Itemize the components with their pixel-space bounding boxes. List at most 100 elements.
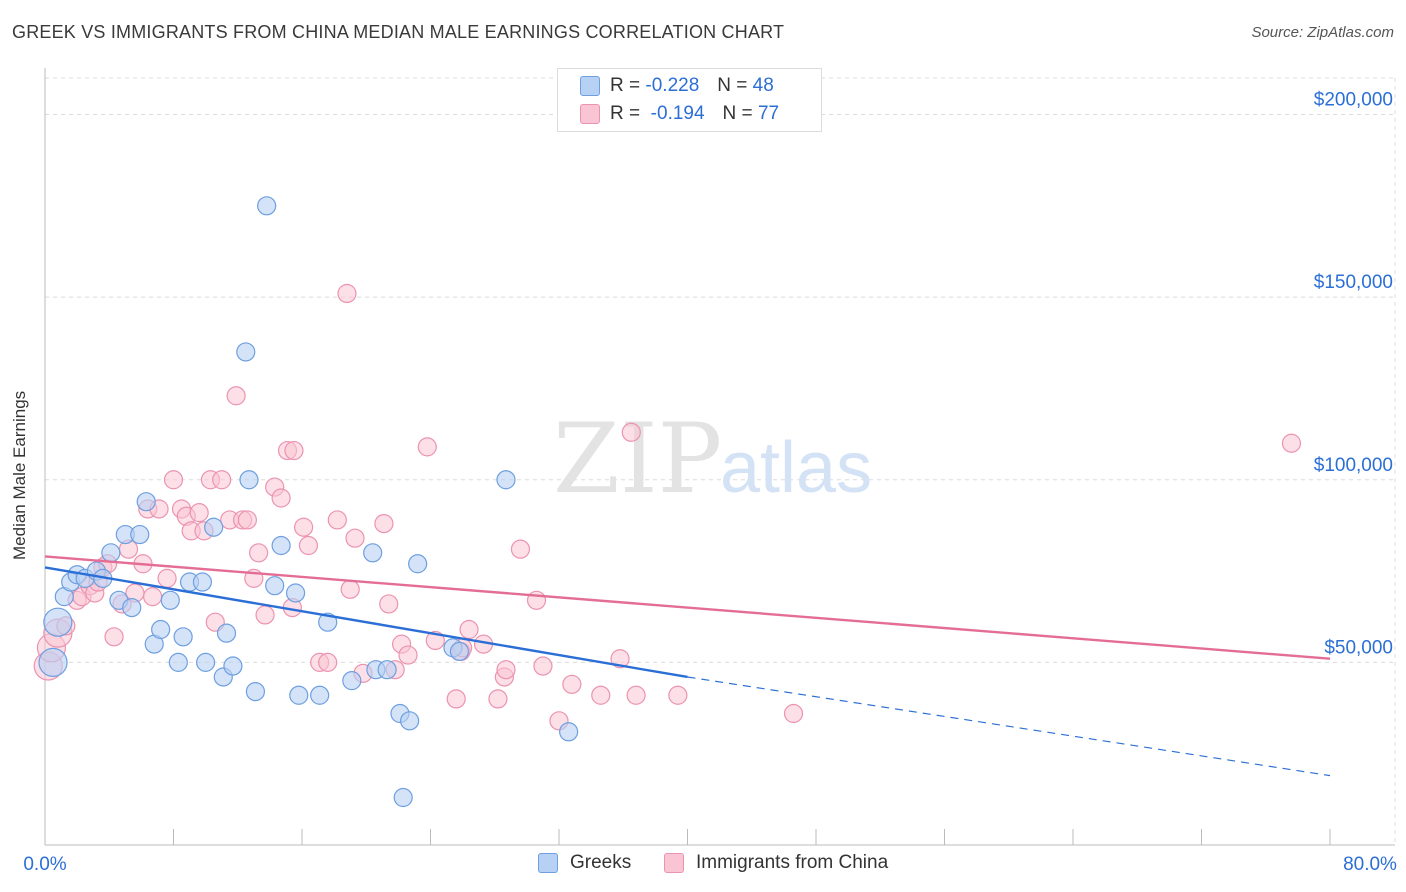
china-point	[337, 283, 357, 304]
greeks-trend-extension	[687, 676, 1331, 777]
china-point	[255, 605, 275, 625]
trend-lines	[44, 555, 1331, 777]
greeks-point	[151, 619, 171, 640]
greeks-point	[559, 722, 579, 742]
china-swatch-icon	[580, 104, 600, 124]
china-point	[163, 470, 184, 490]
legend-n-value: 77	[757, 103, 780, 124]
greeks-points	[38, 196, 579, 808]
legend-r-label: R =	[610, 103, 641, 124]
legend-r-value: -0.228	[645, 75, 700, 96]
greeks-point	[204, 517, 224, 537]
china-point	[249, 543, 269, 563]
greeks-point	[271, 535, 291, 556]
china-point	[318, 652, 338, 672]
china-point	[488, 689, 508, 709]
china-point	[417, 437, 437, 457]
china-point	[294, 517, 314, 537]
greeks-point	[136, 492, 156, 512]
china-point	[340, 579, 360, 599]
greeks-point	[289, 685, 309, 705]
greeks-point	[173, 627, 193, 647]
greeks-swatch-icon	[580, 76, 600, 96]
greeks-point	[168, 652, 188, 672]
china-point	[496, 660, 516, 680]
china-point	[143, 587, 163, 607]
greeks-point	[239, 470, 259, 490]
china-point	[157, 568, 177, 588]
china-point	[298, 535, 319, 556]
greeks-point	[192, 572, 213, 592]
y-tick-label: $100,000	[1314, 455, 1393, 476]
greeks-point	[408, 554, 428, 574]
x-tick-label-min: 0.0%	[23, 854, 66, 875]
y-tick-label: $50,000	[1324, 637, 1393, 658]
greeks-point	[342, 671, 362, 691]
watermark: ZIP atlas	[553, 403, 872, 515]
greeks-point	[310, 685, 330, 705]
china-point	[345, 528, 365, 548]
greeks-point	[196, 652, 216, 672]
series-legend: Greeks Immigrants from China	[0, 852, 1406, 878]
china-point	[626, 685, 646, 705]
greeks-point	[101, 543, 121, 563]
china-point	[398, 645, 418, 665]
china-point	[379, 594, 399, 614]
legend-greeks-label: Greeks	[570, 852, 632, 873]
china-point	[621, 422, 641, 442]
greeks-point	[216, 623, 237, 643]
correlation-legend: R = -0.228 N = 48 R = -0.194 N = 77	[557, 68, 822, 132]
legend-china-label: Immigrants from China	[696, 852, 889, 873]
x-tick-label-max: 80.0%	[1343, 854, 1397, 875]
greeks-trend-line	[44, 566, 688, 679]
greeks-point	[130, 524, 150, 545]
greeks-point	[160, 590, 180, 610]
legend-r-value: -0.194	[650, 103, 705, 124]
china-point	[591, 685, 611, 705]
source-credit: Source: ZipAtlas.com	[1251, 24, 1394, 41]
china-point	[610, 649, 630, 669]
china-point	[271, 488, 291, 508]
china-point	[668, 685, 688, 705]
chart-title: GREEK VS IMMIGRANTS FROM CHINA MEDIAN MA…	[12, 22, 785, 42]
greeks-point	[285, 583, 306, 603]
legend-item-china[interactable]: Immigrants from China	[664, 852, 888, 874]
greeks-point	[496, 470, 516, 490]
greeks-point	[122, 597, 142, 618]
china-point	[212, 470, 232, 490]
china-point	[284, 440, 304, 461]
legend-item-greeks[interactable]: Greeks	[538, 852, 631, 874]
china-point	[783, 703, 804, 724]
china-point	[226, 386, 246, 406]
legend-row-greeks: R = -0.228 N = 48	[580, 73, 774, 99]
greeks-swatch-icon	[538, 853, 558, 873]
china-point	[533, 656, 553, 676]
axes	[44, 68, 1395, 846]
china-swatch-icon	[664, 853, 684, 873]
legend-n-label: N =	[722, 103, 753, 124]
china-point	[237, 510, 257, 530]
legend-row-china: R = -0.194 N = 77	[580, 101, 779, 127]
china-point	[459, 619, 479, 640]
watermark-atlas: atlas	[720, 428, 872, 508]
greeks-point	[236, 342, 256, 362]
y-tick-label: $200,000	[1314, 90, 1393, 111]
china-point	[510, 539, 531, 559]
china-point	[1281, 433, 1302, 453]
china-point	[104, 627, 124, 647]
watermark-zip: ZIP	[553, 403, 722, 515]
greeks-point	[449, 641, 470, 662]
greeks-point	[393, 787, 413, 808]
legend-n-label: N =	[717, 75, 748, 96]
china-point	[562, 674, 582, 694]
greeks-point	[265, 576, 285, 596]
china-point	[374, 513, 394, 534]
tick-labels: $50,000 $100,000 $150,000 $200,000 0.0% 80.0%	[23, 90, 1397, 875]
greeks-point	[400, 711, 420, 731]
y-tick-label: $150,000	[1314, 272, 1393, 293]
china-point	[189, 503, 209, 523]
greeks-point	[377, 660, 397, 680]
legend-r-label: R =	[610, 75, 641, 96]
china-point	[446, 689, 466, 709]
greeks-point	[43, 607, 73, 637]
